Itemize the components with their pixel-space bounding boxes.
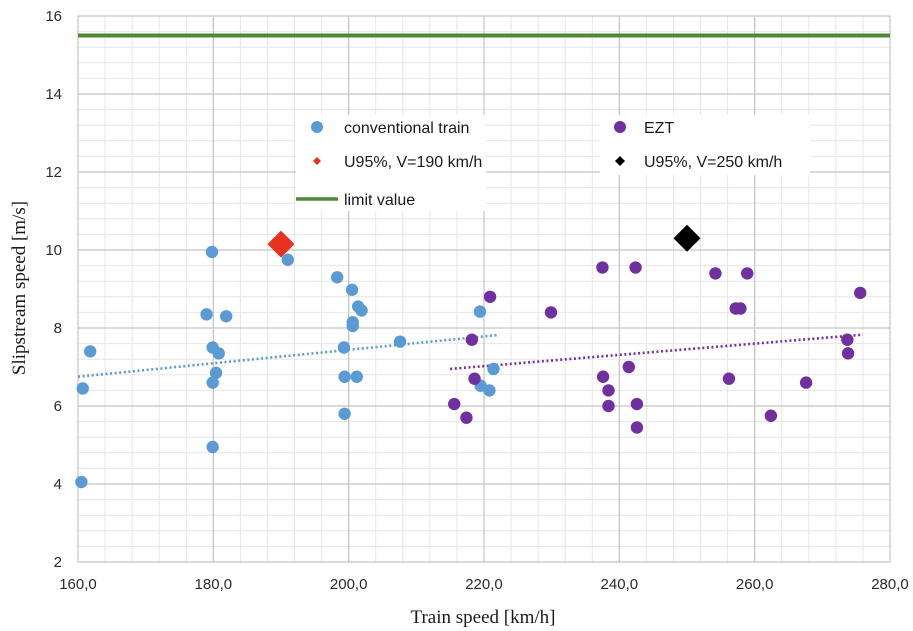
data-point-conventional bbox=[209, 366, 223, 380]
data-point-conventional bbox=[487, 362, 500, 376]
legend-background bbox=[296, 115, 486, 211]
y-tick-label: 14 bbox=[45, 86, 62, 103]
x-tick-label: 280,0 bbox=[871, 576, 909, 593]
data-point-conventional bbox=[212, 347, 225, 360]
data-point-ezt bbox=[854, 286, 867, 300]
data-point-ezt bbox=[764, 409, 778, 422]
data-point-ezt bbox=[630, 397, 644, 411]
data-point-ezt bbox=[602, 399, 615, 413]
x-axis-tick-labels: 160,0 180,0 200,0 220,0 240,0 260,0 280,0 bbox=[59, 576, 909, 593]
x-tick-label: 240,0 bbox=[601, 576, 639, 593]
major-grid bbox=[77, 15, 891, 563]
y-tick-label: 12 bbox=[45, 164, 62, 181]
y-tick-label: 6 bbox=[54, 398, 62, 415]
data-point-ezt bbox=[602, 384, 615, 397]
data-point-ezt bbox=[460, 411, 473, 424]
legend-label-conventional: conventional train bbox=[344, 120, 469, 137]
data-point-conventional bbox=[83, 345, 97, 358]
x-tick-label: 220,0 bbox=[465, 576, 503, 593]
data-point-conventional bbox=[330, 271, 344, 284]
trendlines bbox=[77, 333, 864, 379]
data-point-ezt bbox=[544, 306, 558, 319]
data-point-ezt bbox=[734, 302, 747, 315]
data-point-conventional bbox=[346, 315, 359, 329]
data-point-ezt bbox=[468, 372, 481, 385]
data-point-conventional bbox=[219, 310, 233, 323]
data-point-conventional bbox=[281, 253, 294, 266]
data-point-ezt bbox=[841, 333, 854, 346]
data-point-conventional bbox=[345, 283, 359, 296]
u95-marker-190 bbox=[267, 230, 295, 258]
data-point-conventional bbox=[76, 382, 89, 395]
legend-label-ezt: EZT bbox=[644, 120, 674, 137]
data-point-conventional bbox=[206, 376, 219, 389]
data-point-conventional bbox=[338, 370, 351, 383]
y-axis-title: Slipstream speed [m/s] bbox=[9, 201, 30, 375]
x-tick-label: 160,0 bbox=[59, 576, 97, 593]
data-point-ezt bbox=[622, 360, 636, 374]
legend-label-u95-190: U95%, V=190 km/h bbox=[344, 154, 482, 171]
data-point-ezt bbox=[596, 370, 610, 383]
legend-marker-u95-190 bbox=[313, 157, 321, 165]
data-point-ezt bbox=[448, 397, 461, 411]
legend-marker-u95-250 bbox=[615, 156, 625, 166]
trendline-conventional bbox=[77, 333, 498, 379]
data-point-conventional bbox=[393, 335, 407, 348]
data-point-conventional bbox=[338, 407, 351, 420]
y-tick-label: 4 bbox=[54, 476, 62, 493]
trendline-ezt bbox=[450, 333, 864, 371]
legend-marker-ezt bbox=[614, 121, 626, 133]
data-point-ezt bbox=[630, 421, 644, 434]
y-tick-label: 10 bbox=[45, 242, 62, 259]
data-point-ezt bbox=[596, 261, 609, 274]
x-tick-label: 260,0 bbox=[736, 576, 774, 593]
data-point-conventional bbox=[355, 304, 368, 317]
data-point-ezt bbox=[799, 376, 813, 389]
data-point-conventional bbox=[473, 305, 487, 318]
x-tick-label: 200,0 bbox=[330, 576, 368, 593]
data-point-conventional bbox=[206, 440, 219, 454]
data-point-ezt bbox=[722, 372, 736, 385]
data-point-ezt bbox=[465, 333, 479, 346]
data-point-conventional bbox=[75, 475, 88, 489]
y-tick-label: 8 bbox=[54, 320, 62, 337]
legend-label-limit: limit value bbox=[344, 192, 415, 209]
legend-label-u95-250: U95%, V=250 km/h bbox=[644, 154, 782, 171]
data-point-ezt bbox=[629, 261, 642, 274]
data-point-conventional bbox=[200, 308, 213, 321]
data-point-conventional bbox=[350, 370, 363, 383]
y-tick-label: 2 bbox=[54, 554, 62, 571]
data-point-ezt bbox=[483, 290, 497, 303]
y-tick-label: 16 bbox=[45, 8, 62, 25]
data-point-conventional bbox=[337, 341, 351, 354]
legend-marker-conventional bbox=[311, 121, 323, 133]
data-point-ezt bbox=[709, 267, 722, 280]
legend-background-right bbox=[600, 115, 810, 175]
x-tick-label: 180,0 bbox=[195, 576, 233, 593]
data-point-conventional bbox=[205, 245, 219, 259]
data-point-ezt bbox=[841, 347, 855, 360]
data-point-conventional bbox=[483, 384, 496, 397]
x-axis-title: Train speed [km/h] bbox=[411, 607, 556, 628]
data-points bbox=[75, 224, 867, 489]
u95-marker-250 bbox=[673, 224, 701, 252]
y-axis-tick-labels: 2 4 6 8 10 12 14 16 bbox=[45, 8, 62, 571]
data-point-ezt bbox=[741, 267, 754, 280]
legend: conventional train EZT U95%, V=190 km/h … bbox=[296, 115, 810, 211]
